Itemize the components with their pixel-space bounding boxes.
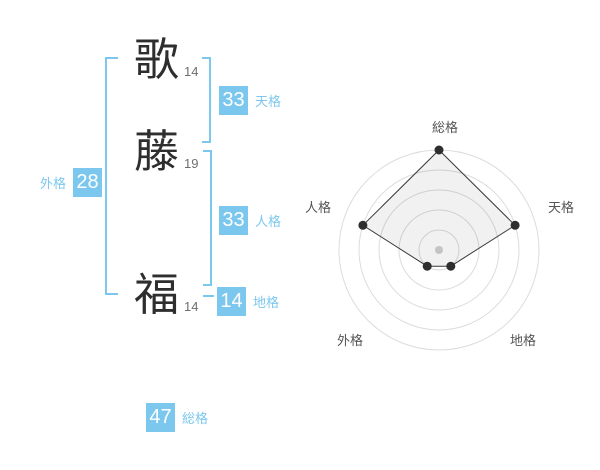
score-label-chikaku: 地格 <box>253 295 280 310</box>
score-chikaku: 14 地格 <box>217 287 279 316</box>
radar-center-dot <box>435 246 443 254</box>
score-value-jinkaku: 33 <box>219 206 248 235</box>
radar-axis-label: 地格 <box>510 333 536 348</box>
chikaku-dash <box>203 295 214 297</box>
name-char-row: 藤 19 <box>134 129 198 174</box>
radar-point <box>446 261 456 271</box>
jinkaku-bracket <box>203 150 212 286</box>
radar-point <box>358 220 368 230</box>
radar-ring <box>358 169 520 331</box>
name-char-row: 福 14 <box>134 272 198 317</box>
score-value-tenkaku: 33 <box>219 86 248 115</box>
radar-axis-label: 天格 <box>548 200 574 215</box>
radar-axis-label: 人格 <box>305 200 331 215</box>
score-gaikaku: 外格 28 <box>40 168 103 197</box>
radar-point <box>510 220 520 230</box>
stroke-count: 14 <box>184 299 199 314</box>
radar-ring <box>398 209 480 291</box>
score-value-gaikaku: 28 <box>73 168 103 197</box>
radar-point <box>422 261 432 271</box>
stroke-count: 19 <box>184 156 199 171</box>
score-label-soukaku: 総格 <box>182 411 209 426</box>
score-value-soukaku: 47 <box>146 403 175 432</box>
radar-axis-label: 外格 <box>337 333 363 348</box>
score-soukaku: 47 総格 <box>146 403 208 432</box>
score-label-jinkaku: 人格 <box>255 214 282 229</box>
name-kanji: 福 <box>134 269 180 320</box>
radar-polygon <box>362 149 516 267</box>
gaikaku-bracket <box>105 57 118 295</box>
radar-ring <box>378 189 500 311</box>
radar-ring <box>418 229 460 271</box>
score-value-chikaku: 14 <box>217 287 246 316</box>
name-kanji: 歌 <box>134 34 180 85</box>
tenkaku-bracket <box>202 57 211 143</box>
score-label-gaikaku: 外格 <box>40 176 67 191</box>
score-label-tenkaku: 天格 <box>255 94 282 109</box>
score-jinkaku: 33 人格 <box>219 206 281 235</box>
name-kanji: 藤 <box>134 126 180 177</box>
score-tenkaku: 33 天格 <box>219 86 281 115</box>
radar-axis-label: 総格 <box>432 120 458 135</box>
stroke-count: 14 <box>184 64 199 79</box>
name-char-row: 歌 14 <box>134 37 198 82</box>
radar-point <box>434 145 444 155</box>
